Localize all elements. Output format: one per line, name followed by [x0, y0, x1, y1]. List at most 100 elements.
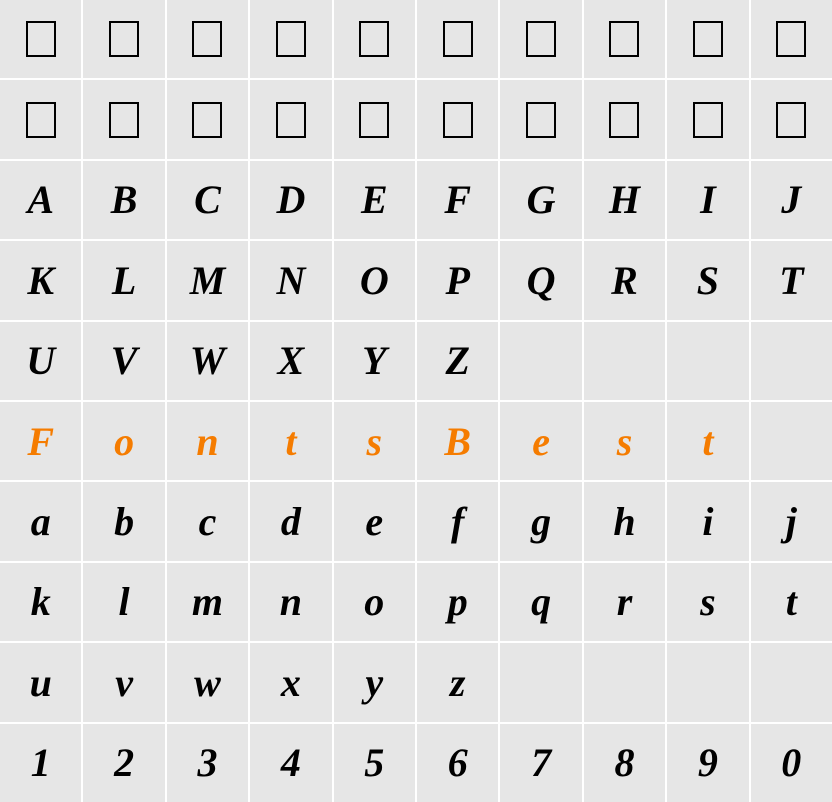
glyph-cell: [250, 80, 331, 158]
glyph-cell: [0, 0, 81, 78]
glyph-cell: [167, 80, 248, 158]
glyph-cell: [667, 322, 748, 400]
glyph-cell: t: [751, 563, 832, 641]
glyph-cell: 8: [584, 724, 665, 802]
glyph-cell: Y: [334, 322, 415, 400]
glyph-cell: U: [0, 322, 81, 400]
glyph-cell: m: [167, 563, 248, 641]
glyph-cell: [334, 0, 415, 78]
glyph-cell: q: [500, 563, 581, 641]
glyph-cell: o: [83, 402, 164, 480]
glyph-cell: K: [0, 241, 81, 319]
glyph-cell: u: [0, 643, 81, 721]
glyph-cell: N: [250, 241, 331, 319]
glyph-cell: o: [334, 563, 415, 641]
glyph-cell: 3: [167, 724, 248, 802]
glyph-cell: Z: [417, 322, 498, 400]
glyph-cell: I: [667, 161, 748, 239]
glyph-cell: F: [0, 402, 81, 480]
glyph-cell: [500, 0, 581, 78]
glyph-cell: [83, 80, 164, 158]
glyph-cell: v: [83, 643, 164, 721]
glyph-cell: s: [584, 402, 665, 480]
glyph-cell: r: [584, 563, 665, 641]
glyph-cell: s: [667, 563, 748, 641]
glyph-cell: [417, 0, 498, 78]
glyph-cell: [500, 322, 581, 400]
glyph-cell: h: [584, 482, 665, 560]
glyph-cell: [751, 402, 832, 480]
glyph-cell: [751, 322, 832, 400]
glyph-cell: V: [83, 322, 164, 400]
glyph-cell: 2: [83, 724, 164, 802]
glyph-cell: n: [250, 563, 331, 641]
glyph-cell: [667, 0, 748, 78]
glyph-cell: G: [500, 161, 581, 239]
glyph-cell: 4: [250, 724, 331, 802]
glyph-cell: 1: [0, 724, 81, 802]
glyph-cell: Q: [500, 241, 581, 319]
glyph-cell: J: [751, 161, 832, 239]
glyph-cell: k: [0, 563, 81, 641]
glyph-cell: P: [417, 241, 498, 319]
glyph-cell: e: [334, 482, 415, 560]
glyph-cell: e: [500, 402, 581, 480]
glyph-cell: [584, 643, 665, 721]
glyph-cell: M: [167, 241, 248, 319]
glyph-cell: 5: [334, 724, 415, 802]
glyph-cell: [250, 0, 331, 78]
glyph-cell: [584, 0, 665, 78]
glyph-cell: X: [250, 322, 331, 400]
glyph-cell: W: [167, 322, 248, 400]
glyph-cell: [500, 643, 581, 721]
glyph-cell: [584, 80, 665, 158]
glyph-cell: c: [167, 482, 248, 560]
glyph-grid: ABCDEFGHIJKLMNOPQRSTUVWXYZFontsBestabcde…: [0, 0, 832, 802]
glyph-cell: S: [667, 241, 748, 319]
glyph-cell: B: [417, 402, 498, 480]
glyph-cell: F: [417, 161, 498, 239]
glyph-cell: L: [83, 241, 164, 319]
glyph-cell: [167, 0, 248, 78]
glyph-cell: H: [584, 161, 665, 239]
glyph-cell: [83, 0, 164, 78]
glyph-cell: [417, 80, 498, 158]
glyph-cell: 0: [751, 724, 832, 802]
glyph-cell: [667, 80, 748, 158]
glyph-cell: O: [334, 241, 415, 319]
glyph-cell: f: [417, 482, 498, 560]
glyph-cell: g: [500, 482, 581, 560]
glyph-cell: d: [250, 482, 331, 560]
glyph-cell: A: [0, 161, 81, 239]
glyph-cell: n: [167, 402, 248, 480]
glyph-cell: z: [417, 643, 498, 721]
glyph-cell: a: [0, 482, 81, 560]
glyph-cell: w: [167, 643, 248, 721]
glyph-cell: j: [751, 482, 832, 560]
glyph-cell: [500, 80, 581, 158]
glyph-cell: 7: [500, 724, 581, 802]
glyph-cell: s: [334, 402, 415, 480]
glyph-cell: t: [250, 402, 331, 480]
glyph-cell: R: [584, 241, 665, 319]
glyph-cell: D: [250, 161, 331, 239]
glyph-cell: [751, 643, 832, 721]
glyph-cell: C: [167, 161, 248, 239]
glyph-cell: E: [334, 161, 415, 239]
glyph-cell: 6: [417, 724, 498, 802]
glyph-cell: x: [250, 643, 331, 721]
glyph-cell: 9: [667, 724, 748, 802]
glyph-cell: T: [751, 241, 832, 319]
glyph-cell: [584, 322, 665, 400]
glyph-cell: l: [83, 563, 164, 641]
glyph-cell: [667, 643, 748, 721]
glyph-cell: p: [417, 563, 498, 641]
glyph-cell: i: [667, 482, 748, 560]
glyph-cell: [0, 80, 81, 158]
glyph-cell: b: [83, 482, 164, 560]
glyph-cell: B: [83, 161, 164, 239]
glyph-cell: [334, 80, 415, 158]
glyph-cell: [751, 80, 832, 158]
glyph-cell: y: [334, 643, 415, 721]
glyph-cell: t: [667, 402, 748, 480]
